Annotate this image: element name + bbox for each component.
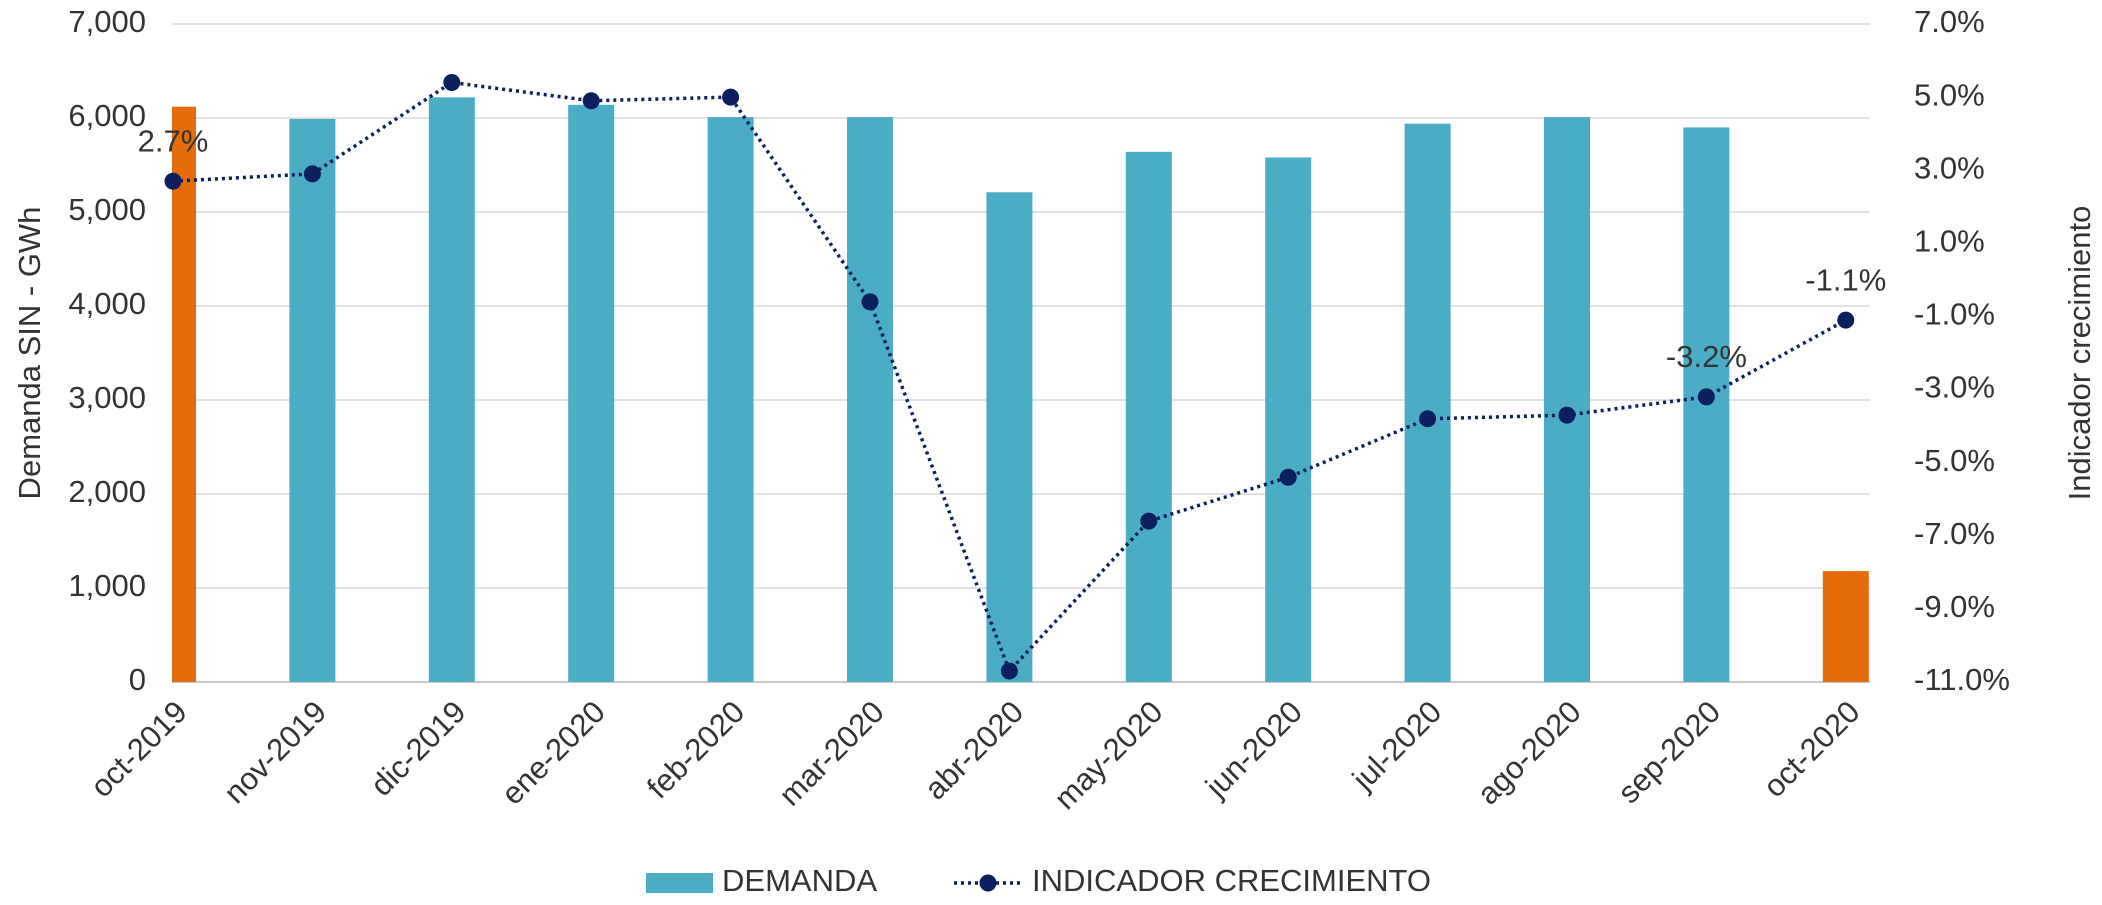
data-label: 2.7% xyxy=(138,123,209,158)
x-tick-label: oct-2020 xyxy=(1756,694,1866,804)
y2-tick-label: -3.0% xyxy=(1914,370,1995,405)
x-tick-label: sep-2020 xyxy=(1611,694,1727,810)
y-tick-label: 4,000 xyxy=(68,286,146,321)
y2-tick-label: 7.0% xyxy=(1914,4,1985,39)
marker xyxy=(1279,468,1297,486)
y2-tick-label: 1.0% xyxy=(1914,224,1985,259)
y-tick-label: 7,000 xyxy=(68,4,146,39)
marker xyxy=(164,172,182,190)
legend-label: INDICADOR CRECIMIENTO xyxy=(1032,863,1431,898)
y2-tick-label: -9.0% xyxy=(1914,589,1995,624)
y-axis-title: Demanda SIN - GWh xyxy=(12,207,47,500)
x-tick-label: dic-2019 xyxy=(364,694,473,803)
bar xyxy=(986,192,1033,682)
bar xyxy=(707,117,754,682)
y-tick-label: 6,000 xyxy=(68,98,146,133)
y2-tick-label: 3.0% xyxy=(1914,150,1985,185)
marker xyxy=(861,293,879,311)
y-tick-label: 0 xyxy=(129,662,146,697)
y2-tick-label: -7.0% xyxy=(1914,516,1995,551)
marker xyxy=(722,88,740,106)
y-tick-label: 2,000 xyxy=(68,474,146,509)
x-tick-label: feb-2020 xyxy=(640,694,751,805)
legend-marker xyxy=(979,874,997,892)
x-tick-label: ago-2020 xyxy=(1470,694,1587,811)
bar xyxy=(1544,117,1590,682)
bar xyxy=(289,118,336,682)
x-tick-label: ene-2020 xyxy=(495,694,612,811)
legend-swatch xyxy=(646,873,713,893)
legend-label: DEMANDA xyxy=(722,863,877,898)
y2-tick-label: -1.0% xyxy=(1914,297,1995,332)
y-tick-label: 1,000 xyxy=(68,568,146,603)
x-tick-label: oct-2019 xyxy=(84,694,194,804)
bar xyxy=(1125,151,1172,683)
marker xyxy=(1697,388,1715,406)
data-label: -3.2% xyxy=(1666,339,1747,374)
y2-axis-title: Indicador crecimiento xyxy=(2062,206,2097,501)
bar xyxy=(568,104,615,683)
bar xyxy=(1265,157,1312,683)
bar xyxy=(847,117,893,682)
x-tick-label: jul-2020 xyxy=(1345,694,1448,797)
y2-tick-label: 5.0% xyxy=(1914,77,1985,112)
x-tick-label: may-2020 xyxy=(1047,694,1169,816)
bar xyxy=(1822,571,1869,682)
bars xyxy=(172,97,1869,683)
bar xyxy=(172,106,196,683)
y-tick-label: 3,000 xyxy=(68,380,146,415)
bar xyxy=(428,97,475,682)
y2-tick-label: -5.0% xyxy=(1914,443,1995,478)
marker xyxy=(443,73,461,91)
x-tick-label: mar-2020 xyxy=(772,694,891,813)
y-tick-label: 5,000 xyxy=(68,192,146,227)
x-tick-label: nov-2019 xyxy=(217,694,333,810)
marker xyxy=(1837,311,1855,329)
marker xyxy=(303,165,321,183)
marker xyxy=(1140,512,1158,530)
data-label: -1.1% xyxy=(1805,262,1886,297)
x-tick-label: abr-2020 xyxy=(918,694,1030,806)
marker xyxy=(1558,406,1576,424)
bar xyxy=(1404,123,1451,682)
marker xyxy=(582,92,600,110)
x-tick-label: jun-2020 xyxy=(1198,694,1309,805)
marker xyxy=(1419,410,1437,428)
marker xyxy=(1000,662,1018,680)
y2-tick-label: -11.0% xyxy=(1914,662,2010,697)
